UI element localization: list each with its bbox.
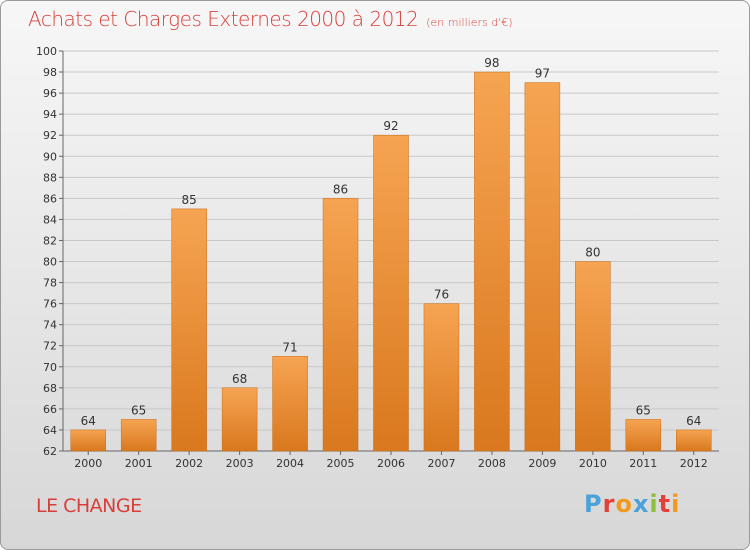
bar-2005 bbox=[322, 198, 359, 452]
data-label: 64 bbox=[81, 414, 96, 428]
bar-2010 bbox=[575, 261, 611, 452]
x-tick-label: 2011 bbox=[629, 457, 657, 470]
bar-2006 bbox=[373, 134, 409, 452]
y-tick-label: 94 bbox=[43, 108, 57, 121]
data-label: 65 bbox=[636, 403, 651, 417]
bar-2012 bbox=[676, 429, 712, 452]
data-labels: 64 65 85 68 71 86 92 76 98 97 80 65 64 bbox=[81, 56, 702, 428]
bar-2011 bbox=[625, 419, 662, 452]
bar-2001 bbox=[120, 419, 157, 452]
proxiti-logo: Proxiti bbox=[584, 490, 680, 518]
data-label: 85 bbox=[182, 193, 197, 207]
y-tick-label: 68 bbox=[43, 382, 57, 395]
x-tick-label: 2003 bbox=[226, 457, 254, 470]
logo-letter: t bbox=[658, 490, 672, 518]
commune-name: LE CHANGE bbox=[36, 495, 142, 517]
data-label: 64 bbox=[686, 414, 701, 428]
bar-2000 bbox=[70, 429, 106, 452]
y-tick-label: 70 bbox=[43, 361, 57, 374]
x-tick-label: 2012 bbox=[680, 457, 708, 470]
x-tick-label: 2005 bbox=[327, 457, 355, 470]
y-tick-label: 66 bbox=[43, 403, 57, 416]
y-tick-label: 98 bbox=[43, 66, 57, 79]
y-tick-label: 62 bbox=[43, 445, 57, 458]
x-tick-label: 2007 bbox=[427, 457, 455, 470]
logo-letter: r bbox=[602, 490, 616, 518]
bar-2009 bbox=[524, 82, 561, 452]
y-tick-label: 90 bbox=[43, 150, 57, 163]
y-tick-label: 80 bbox=[43, 256, 57, 269]
chart-title-text: Achats et Charges Externes 2000 à 2012 bbox=[28, 7, 419, 31]
logo-letter: i bbox=[649, 490, 659, 518]
logo-letter: i bbox=[671, 490, 681, 518]
data-label: 97 bbox=[535, 67, 550, 81]
bar-2002 bbox=[171, 208, 207, 452]
bar-2003 bbox=[221, 387, 258, 452]
logo-letter: x bbox=[632, 490, 650, 518]
y-tick-label: 86 bbox=[43, 192, 57, 205]
y-tick-label: 74 bbox=[43, 319, 57, 332]
y-tick-label: 72 bbox=[43, 340, 57, 353]
data-label: 98 bbox=[484, 56, 499, 70]
x-tick-label: 2009 bbox=[528, 457, 556, 470]
data-label: 76 bbox=[434, 288, 449, 302]
y-tick-label: 92 bbox=[43, 129, 57, 142]
y-tick-label: 82 bbox=[43, 234, 57, 247]
y-tick-labels: 62 64 66 68 70 72 74 76 78 80 82 84 86 88 90 92 94 96 98 10… bbox=[36, 45, 57, 458]
x-tick-label: 2000 bbox=[74, 457, 102, 470]
chart-subtitle: (en milliers d'€) bbox=[426, 16, 513, 29]
x-tick-label: 2002 bbox=[175, 457, 203, 470]
y-tick-label: 100 bbox=[36, 45, 57, 58]
x-tick-label: 2004 bbox=[276, 457, 304, 470]
logo-letter: P bbox=[584, 490, 603, 518]
data-label: 71 bbox=[282, 340, 297, 354]
x-tick-label: 2008 bbox=[478, 457, 506, 470]
y-tick-label: 96 bbox=[43, 87, 57, 100]
bar-2004 bbox=[272, 356, 308, 452]
y-tick-label: 84 bbox=[43, 213, 57, 226]
y-tick-label: 78 bbox=[43, 277, 57, 290]
x-tick-label: 2001 bbox=[125, 457, 153, 470]
y-tick-label: 76 bbox=[43, 298, 57, 311]
bars bbox=[70, 71, 712, 452]
y-tick-label: 64 bbox=[43, 424, 57, 437]
y-tick-label: 88 bbox=[43, 171, 57, 184]
data-label: 65 bbox=[131, 403, 146, 417]
x-tick-label: 2010 bbox=[579, 457, 607, 470]
data-label: 92 bbox=[383, 119, 398, 133]
x-tick-label: 2006 bbox=[377, 457, 405, 470]
data-label: 86 bbox=[333, 182, 348, 196]
logo-letter: o bbox=[615, 490, 633, 518]
x-tick-labels: 2000 2001 2002 2003 2004 2005 2006 2007 2008 2009… bbox=[74, 451, 708, 470]
chart-title: Achats et Charges Externes 2000 à 2012 (e… bbox=[28, 7, 513, 31]
data-label: 80 bbox=[585, 246, 600, 260]
bar-2008 bbox=[474, 71, 510, 452]
bar-2007 bbox=[423, 303, 460, 452]
data-label: 68 bbox=[232, 372, 247, 386]
